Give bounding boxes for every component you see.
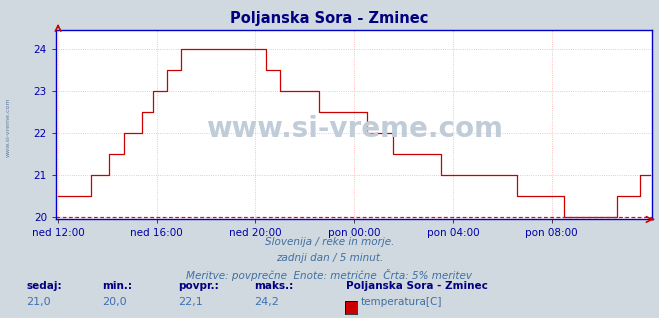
Text: zadnji dan / 5 minut.: zadnji dan / 5 minut. <box>276 253 383 263</box>
Text: Slovenija / reke in morje.: Slovenija / reke in morje. <box>265 237 394 247</box>
Text: 20,0: 20,0 <box>102 297 127 307</box>
Text: Poljanska Sora - Zminec: Poljanska Sora - Zminec <box>230 11 429 26</box>
Text: maks.:: maks.: <box>254 281 293 291</box>
Text: Poljanska Sora - Zminec: Poljanska Sora - Zminec <box>346 281 488 291</box>
Text: 22,1: 22,1 <box>178 297 203 307</box>
Text: sedaj:: sedaj: <box>26 281 62 291</box>
Text: povpr.:: povpr.: <box>178 281 219 291</box>
Text: temperatura[C]: temperatura[C] <box>361 297 443 307</box>
Text: 21,0: 21,0 <box>26 297 51 307</box>
Text: min.:: min.: <box>102 281 132 291</box>
Text: Meritve: povprečne  Enote: metrične  Črta: 5% meritev: Meritve: povprečne Enote: metrične Črta:… <box>186 269 473 281</box>
Text: 24,2: 24,2 <box>254 297 279 307</box>
Text: www.si-vreme.com: www.si-vreme.com <box>206 114 503 142</box>
Text: www.si-vreme.com: www.si-vreme.com <box>5 97 11 157</box>
